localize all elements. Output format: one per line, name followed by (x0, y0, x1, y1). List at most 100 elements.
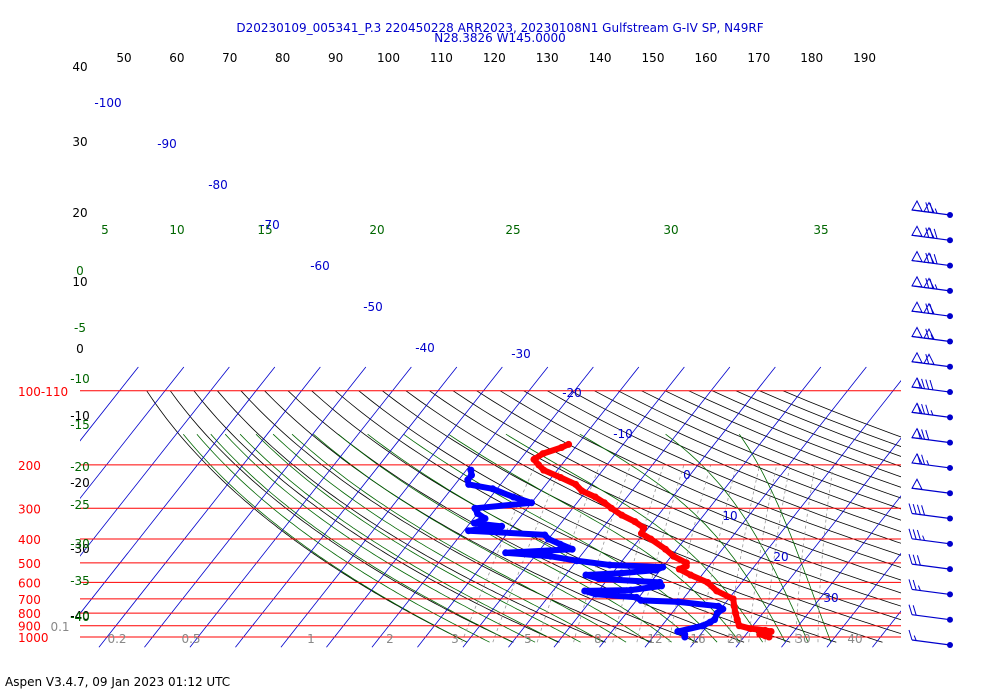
wind-barb-flag (908, 629, 913, 641)
mixing-ratio-line (727, 464, 761, 643)
mixing-ratio-label: 40 (847, 632, 862, 646)
wind-barb (911, 275, 953, 294)
theta-e-label: 35 (813, 223, 828, 237)
left-scale-label: 20 (72, 206, 87, 220)
mixing-ratio-line (748, 464, 778, 643)
dewpoint-profile-point (652, 566, 660, 574)
dry-adiabat-line (570, 390, 901, 532)
wind-barb (908, 629, 953, 648)
temperature-profile-point (732, 609, 740, 617)
dewpoint-profile-point (674, 628, 682, 636)
top-scale-label: 70 (222, 51, 237, 65)
temperature-profile-point (761, 632, 769, 640)
wind-barb-flag (925, 278, 930, 289)
top-scale-label: 170 (747, 51, 770, 65)
sounding-profiles (464, 440, 775, 641)
wind-barb-station (947, 490, 953, 497)
wind-barb-pennant (911, 275, 923, 288)
isotherm-label: 20 (773, 550, 788, 564)
saturated-scale-label: 0 (76, 264, 84, 278)
wind-barb-flag (908, 553, 913, 565)
pressure-tick-label: 400 (18, 533, 41, 547)
temperature-profile-point (704, 578, 712, 586)
isotherm-line (781, 495, 901, 648)
dry-adiabat-line (452, 390, 901, 594)
dewpoint-profile-point (528, 499, 536, 507)
isotherm-line (280, 366, 503, 648)
wind-barb-station (947, 464, 953, 471)
dry-adiabat-line (335, 390, 837, 643)
wind-barb (911, 301, 953, 320)
wind-barb (908, 604, 953, 623)
wind-barb-flag (925, 227, 930, 238)
dry-adiabat-line (617, 390, 901, 510)
top-scale-label: 110 (430, 51, 453, 65)
isotherm-line (872, 610, 901, 648)
dewpoint-profile-point (592, 590, 600, 598)
wind-barb-station (947, 363, 953, 370)
wind-barb (911, 427, 953, 446)
wind-barb-flag (929, 202, 934, 214)
top-scale-label: 180 (800, 51, 823, 65)
grid-labels: 50 60 70 80 90 100 110 120 130 140 150 160 170 180 190… (50, 51, 876, 646)
top-scale-label: 130 (536, 51, 559, 65)
temperature-profile-point (767, 628, 775, 636)
wind-barb-station (947, 389, 953, 396)
saturated-scale-label: -30 (70, 537, 90, 551)
top-scale-label: 100 (377, 51, 400, 65)
dewpoint-profile-point (680, 629, 688, 637)
left-scale-label: -10 (70, 409, 90, 423)
dewpoint-profile-point (714, 602, 722, 610)
temperature-profile-point (675, 565, 683, 573)
dewpoint-profile-point (633, 593, 641, 601)
wind-barb-flag (925, 252, 930, 264)
temperature-profile-point (756, 630, 764, 638)
pressure-tick-label: 500 (18, 557, 41, 571)
theta-e-label: 15 (257, 223, 272, 237)
temperature-profile-point (637, 530, 645, 538)
wind-barb-flag (916, 529, 921, 541)
temperature-profile-point (647, 535, 655, 543)
isotherm-label: 30 (823, 591, 838, 605)
wind-barb-flag (921, 404, 926, 415)
left-scale-label: 30 (72, 135, 87, 149)
isotherm-line (189, 366, 412, 648)
isotherm-line (80, 366, 276, 615)
wind-barb-station (947, 591, 953, 598)
wind-barb (911, 326, 953, 345)
temperature-profile-point (747, 625, 755, 633)
temperature-profile-point (540, 466, 548, 474)
wind-barb-half-flag (934, 284, 938, 290)
wind-barb-station (947, 616, 953, 623)
wind-barb-flag (925, 303, 930, 314)
temperature-profile-point (591, 493, 599, 501)
isotherm-label: -20 (562, 386, 582, 400)
isotherm-line (690, 380, 901, 648)
isotherm-label: 10 (722, 509, 737, 523)
dry-adiabat-line (641, 390, 901, 499)
wind-barb-flag (912, 579, 917, 591)
temperature-profile-point (640, 524, 648, 532)
wind-barb-half-flag (926, 460, 930, 466)
dewpoint-profile-point (474, 509, 482, 517)
dewpoint-profile-point (627, 586, 635, 594)
wind-barb-station (947, 566, 953, 573)
temperature-profile-point (618, 511, 626, 519)
mixing-ratio-line (668, 464, 712, 643)
temperature-profile-point (558, 444, 566, 452)
wind-barb-staff (911, 614, 951, 621)
wind-barb-pennant (911, 199, 923, 212)
isotherm-line (144, 366, 367, 648)
dry-adiabat-line (547, 390, 901, 544)
isotherm-line (508, 366, 731, 648)
wind-barb-flag (921, 378, 926, 390)
pressure-tick-label: 200 (18, 459, 41, 473)
dewpoint-profile-point (711, 616, 719, 624)
dry-adiabat-line (146, 390, 468, 643)
isotherm-line (462, 366, 685, 648)
dry-adiabat-line (382, 390, 901, 635)
temperature-profile-point (761, 626, 769, 634)
saturated-scale-label: -5 (74, 321, 86, 335)
wind-barb-pennant (911, 351, 923, 364)
